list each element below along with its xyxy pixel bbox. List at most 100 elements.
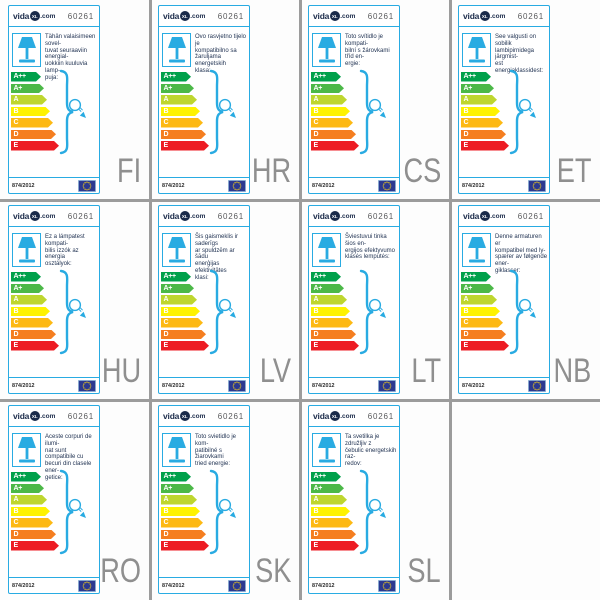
logo-xl-badge-icon: XL	[29, 411, 40, 421]
logo-text-xl: XL	[181, 213, 188, 219]
logo-text-vida: vida	[313, 11, 330, 21]
energy-label-card: vida XL .com 60261 Tähän valaisimeen sov…	[8, 5, 100, 194]
energy-class-label: A+	[13, 484, 23, 492]
label-header: vida XL .com 60261	[9, 6, 99, 27]
energy-class-arrow: A++	[161, 472, 191, 482]
energy-class-arrow: E	[311, 541, 359, 551]
logo-text-com: .com	[490, 12, 506, 20]
label-header: vida XL .com 60261	[309, 406, 399, 427]
eu-flag-icon	[378, 379, 396, 392]
label-header: vida XL .com 60261	[309, 206, 399, 227]
logo-text-vida: vida	[163, 411, 180, 421]
energy-class-arrow: E	[461, 341, 509, 351]
energy-class-label: C	[463, 319, 469, 327]
bulb-arrow-icon	[218, 498, 236, 518]
energy-class-arrow: A++	[11, 472, 41, 482]
energy-label-cell: vida XL .com 60261 Ovo rasvjetno tijelo …	[150, 0, 300, 200]
energy-class-label: B	[13, 507, 19, 515]
label-footer: 874/2012	[9, 377, 99, 393]
regulation-number: 874/2012	[162, 582, 185, 589]
energy-class-stack: A++ A+ A B C D E	[461, 272, 509, 353]
energy-class-arrow: E	[311, 341, 359, 351]
label-footer: 874/2012	[459, 377, 549, 393]
energy-class-label: E	[463, 142, 468, 150]
energy-class-label: B	[313, 307, 319, 315]
energy-label-card: vida XL .com 60261 Ez a lámpatest kompat…	[8, 205, 100, 394]
label-footer: 874/2012	[309, 577, 399, 593]
energy-class-arrow: B	[161, 507, 200, 517]
energy-class-arrow: C	[11, 318, 53, 328]
language-code: HU	[101, 352, 141, 390]
energy-class-label: A	[13, 296, 19, 304]
language-code: CS	[403, 152, 441, 190]
energy-class-label: E	[163, 342, 168, 350]
energy-class-arrow: E	[11, 541, 59, 551]
product-number: 60261	[217, 211, 244, 221]
energy-class-arrow: C	[311, 118, 353, 128]
compatibility-text: Tähän valaisimeen sovel- tuvat seuraavii…	[45, 34, 96, 81]
energy-class-label: A++	[163, 473, 176, 481]
energy-class-arrow: C	[461, 318, 503, 328]
product-number: 60261	[217, 411, 244, 421]
label-header: vida XL .com 60261	[9, 406, 99, 427]
energy-class-arrow: A	[11, 95, 47, 105]
compatibility-text: Toto svítidlo je kompati- bilní s žárovk…	[345, 34, 390, 68]
table-lamp-icon	[17, 437, 36, 463]
regulation-number: 874/2012	[12, 382, 35, 389]
eu-flag-icon	[78, 179, 96, 192]
energy-class-label: A+	[463, 84, 473, 92]
energy-class-label: D	[313, 130, 319, 138]
energy-label-card: vida XL .com 60261 Šis gaismeklis ir sad…	[158, 205, 250, 394]
energy-class-label: D	[13, 130, 19, 138]
energy-class-label: B	[313, 107, 319, 115]
energy-class-label: C	[313, 519, 319, 527]
energy-class-label: A	[313, 296, 319, 304]
energy-class-label: E	[13, 342, 18, 350]
compatibility-text: Toto svietidlo je kom- patibilné s žiaro…	[195, 434, 237, 468]
logo-text-xl: XL	[31, 13, 38, 19]
energy-class-arrow: C	[11, 518, 53, 528]
energy-class-arrow: A+	[161, 84, 194, 94]
product-number: 60261	[517, 211, 544, 221]
logo-xl-badge-icon: XL	[329, 11, 340, 21]
logo-text-xl: XL	[331, 213, 338, 219]
label-header: vida XL .com 60261	[459, 6, 549, 27]
compatibility-text: See valgusti on sobilik lambipirnidega j…	[495, 34, 544, 74]
energy-class-arrow: B	[461, 107, 500, 117]
label-footer: 874/2012	[159, 177, 249, 193]
energy-class-arrow: A	[311, 295, 347, 305]
energy-class-arrow: D	[461, 330, 506, 340]
energy-class-label: E	[313, 542, 318, 550]
energy-label-card: vida XL .com 60261 Toto svítidlo je komp…	[308, 5, 400, 194]
energy-class-label: E	[13, 142, 18, 150]
energy-class-arrow: A++	[311, 272, 341, 282]
energy-class-label: C	[313, 119, 319, 127]
logo-text-com: .com	[40, 12, 56, 20]
bulb-arrow-icon	[218, 298, 236, 318]
energy-class-label: A++	[313, 273, 326, 281]
energy-class-arrow: E	[11, 141, 59, 151]
energy-class-label: D	[163, 130, 169, 138]
energy-class-arrow: A++	[311, 72, 341, 82]
empty-cell	[450, 400, 600, 600]
logo-text-xl: XL	[481, 213, 488, 219]
energy-class-label: A	[13, 496, 19, 504]
eu-flag-icon	[228, 579, 246, 592]
energy-class-arrow: A++	[311, 472, 341, 482]
energy-class-arrow: A++	[11, 272, 41, 282]
regulation-number: 874/2012	[462, 182, 485, 189]
energy-class-arrow: B	[311, 107, 350, 117]
energy-class-label: B	[463, 307, 469, 315]
logo-text-com: .com	[340, 412, 356, 420]
brace-icon	[59, 69, 74, 155]
energy-class-arrow: D	[11, 530, 56, 540]
energy-class-arrow: B	[311, 307, 350, 317]
language-code: FI	[116, 152, 141, 190]
energy-class-label: C	[463, 119, 469, 127]
label-header: vida XL .com 60261	[159, 6, 249, 27]
brace-icon	[359, 69, 374, 155]
product-number: 60261	[517, 11, 544, 21]
logo-text-vida: vida	[463, 11, 480, 21]
energy-class-arrow: A++	[161, 72, 191, 82]
energy-class-label: A+	[163, 84, 173, 92]
